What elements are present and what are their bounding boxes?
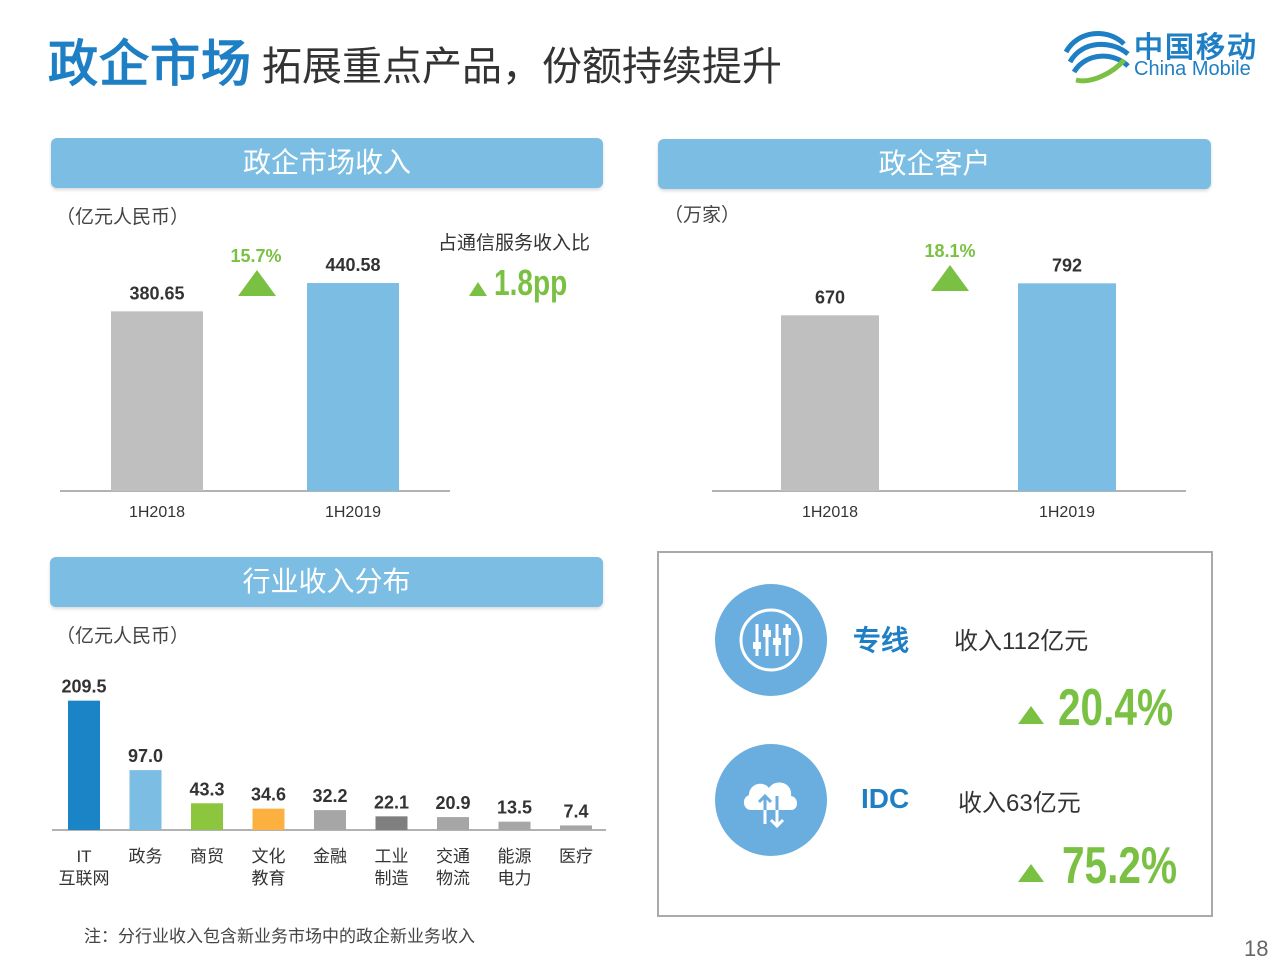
idc-circle	[715, 744, 827, 856]
category-tick-label: 政务	[129, 847, 163, 866]
bar-value-label: 22.1	[374, 792, 409, 812]
bar-value-label: 32.2	[312, 786, 347, 806]
category-tick-label: 1H2018	[802, 504, 858, 521]
bar-value-label: 440.58	[325, 255, 380, 275]
service-desc-idc: 收入63亿元	[958, 790, 1081, 817]
industry-unit: （亿元人民币）	[56, 626, 190, 647]
category-tick-label: 电力	[498, 869, 532, 888]
page-title: 政企市场	[48, 36, 252, 92]
category-tick-label: IT	[76, 847, 91, 866]
category-tick-label: 制造	[375, 869, 409, 888]
service-desc-leased-line: 收入112亿元	[954, 628, 1089, 655]
customer-band: 政企客户	[658, 139, 1211, 189]
category-tick-label: 物流	[436, 869, 470, 888]
category-tick-label: 1H2018	[129, 504, 185, 521]
bar	[498, 821, 531, 830]
category-tick-label: 文化	[252, 847, 286, 866]
bar-value-label: 209.5	[61, 677, 106, 697]
share-value: 1.8pp	[494, 262, 568, 303]
category-tick-label: 金融	[313, 847, 347, 866]
bar	[129, 770, 162, 830]
category-tick-label: 1H2019	[325, 504, 381, 521]
category-tick-label: 1H2019	[1039, 504, 1095, 521]
leased-line-up-icon	[1018, 706, 1044, 724]
page-subtitle: 拓展重点产品，份额持续提升	[262, 45, 782, 89]
customer-growth: 18.1%	[924, 241, 976, 261]
service-name-idc: IDC	[861, 783, 910, 814]
bar-value-label: 7.4	[563, 801, 588, 821]
service-growth-leased-line: 20.4%	[1058, 679, 1174, 737]
bar-value-label: 13.5	[497, 798, 532, 818]
customer-unit: （万家）	[664, 205, 741, 226]
cloud-transfer-icon	[743, 782, 797, 829]
bar-value-label: 380.65	[129, 283, 184, 303]
industry-band: 行业收入分布	[50, 557, 603, 607]
bar	[191, 803, 223, 830]
service-growth-idc: 75.2%	[1062, 837, 1178, 895]
revenue-chart: 380.65 1H2018 440.58 1H2019	[60, 255, 450, 521]
category-tick-label: 交通	[436, 847, 470, 866]
share-label: 占通信服务收入比	[438, 233, 591, 254]
footnote: 注：分行业收入包含新业务市场中的政企新业务收入	[84, 927, 475, 946]
share-up-triangle-icon	[469, 282, 487, 296]
bar-value-label: 34.6	[251, 785, 286, 805]
category-tick-label: 工业	[375, 847, 409, 866]
category-tick-label: 教育	[252, 869, 286, 888]
china-mobile-logo-icon	[1063, 31, 1130, 84]
category-tick-label: 互联网	[59, 869, 110, 888]
bar-value-label: 97.0	[128, 746, 163, 766]
bar-value-label: 670	[815, 287, 845, 307]
service-name-leased-line: 专线	[853, 625, 910, 656]
leased-line-circle	[715, 584, 827, 696]
logo-text-en: China Mobile	[1134, 58, 1251, 80]
revenue-unit: （亿元人民币）	[56, 207, 190, 228]
bar-value-label: 792	[1052, 255, 1082, 275]
bar	[1018, 283, 1116, 491]
bar	[560, 825, 592, 830]
bar	[781, 315, 879, 491]
customer-growth-triangle-icon	[931, 265, 969, 291]
bar	[307, 283, 399, 491]
services-panel	[657, 551, 1213, 917]
bar	[437, 817, 469, 830]
category-tick-label: 医疗	[559, 847, 593, 866]
customer-chart: 670 1H2018 792 1H2019	[712, 255, 1186, 521]
bar	[68, 700, 100, 830]
bar	[314, 810, 346, 830]
revenue-growth-triangle-icon	[238, 270, 276, 296]
bar-value-label: 20.9	[435, 793, 470, 813]
logo-text-cn: 中国移动	[1134, 32, 1259, 64]
bar	[252, 808, 285, 830]
sliders-icon	[739, 608, 803, 672]
page-number: 18	[1244, 936, 1269, 961]
category-tick-label: 能源	[498, 847, 532, 866]
bar	[111, 311, 203, 491]
idc-up-icon	[1018, 864, 1044, 882]
revenue-band: 政企市场收入	[51, 138, 603, 188]
bar	[375, 816, 408, 830]
bar-value-label: 43.3	[189, 779, 224, 799]
revenue-growth: 15.7%	[230, 246, 282, 266]
category-tick-label: 商贸	[190, 847, 224, 866]
